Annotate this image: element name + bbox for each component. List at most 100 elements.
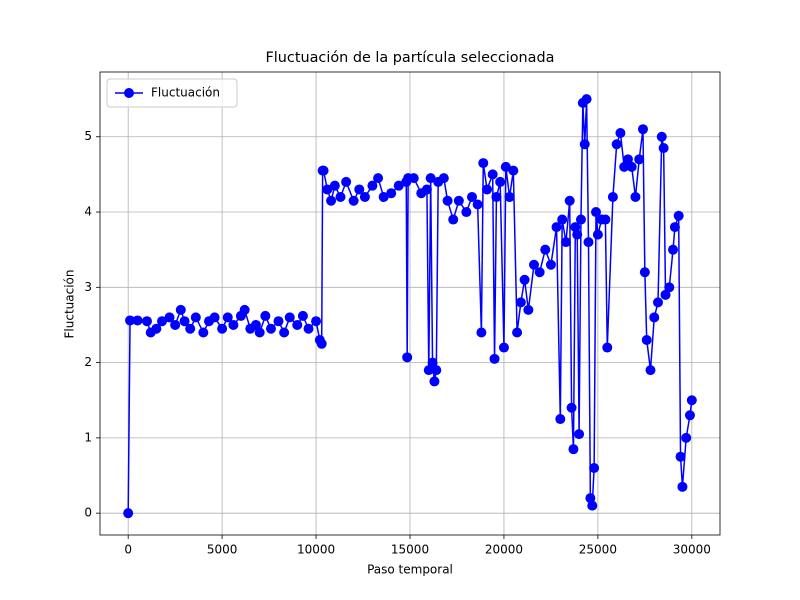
data-point <box>359 191 370 202</box>
data-point <box>265 323 276 334</box>
data-point <box>487 169 498 180</box>
data-point <box>284 312 295 323</box>
data-point <box>568 444 579 455</box>
data-point <box>472 199 483 210</box>
y-tick-label: 4 <box>84 205 92 219</box>
data-point <box>476 327 487 338</box>
data-point <box>151 323 162 334</box>
data-point <box>630 191 641 202</box>
data-point <box>587 500 598 511</box>
data-point <box>354 184 365 195</box>
data-point <box>673 210 684 221</box>
data-point <box>341 176 352 187</box>
data-point <box>254 327 265 338</box>
data-point <box>545 259 556 270</box>
data-point <box>425 173 436 184</box>
data-point <box>335 191 346 202</box>
data-point <box>555 414 566 425</box>
data-point <box>523 304 534 315</box>
data-point <box>649 312 660 323</box>
data-point <box>393 180 404 191</box>
data-point <box>607 191 618 202</box>
data-point <box>498 342 509 353</box>
data-point <box>656 131 667 142</box>
data-point <box>491 191 502 202</box>
x-tick-label: 15000 <box>391 543 429 557</box>
data-point <box>431 365 442 376</box>
data-point <box>378 191 389 202</box>
data-point <box>570 222 581 233</box>
x-tick-label: 10000 <box>297 543 335 557</box>
data-point <box>228 319 239 330</box>
data-point <box>489 353 500 364</box>
data-point <box>408 173 419 184</box>
data-point <box>448 214 459 225</box>
data-point <box>292 319 303 330</box>
data-point <box>217 323 228 334</box>
data-point <box>504 191 515 202</box>
legend-box <box>106 78 238 108</box>
data-point <box>478 158 489 169</box>
data-point <box>681 432 692 443</box>
data-point <box>677 481 688 492</box>
data-point <box>386 188 397 199</box>
data-point <box>668 244 679 255</box>
data-point <box>164 312 175 323</box>
data-point <box>591 207 601 218</box>
data-point <box>572 229 583 240</box>
data-point <box>529 259 539 270</box>
data-point <box>367 180 378 191</box>
data-point <box>495 176 506 187</box>
data-point <box>348 195 359 206</box>
data-point <box>634 154 645 165</box>
data-point <box>626 161 637 172</box>
y-axis-label: Fluctuación <box>63 270 77 339</box>
data-point <box>273 316 284 327</box>
data-point <box>402 352 413 363</box>
x-tick-label: 25000 <box>579 543 617 557</box>
data-point <box>551 222 562 233</box>
data-point <box>622 154 633 165</box>
data-point <box>132 315 143 326</box>
data-point <box>585 493 596 504</box>
data-point <box>442 195 453 206</box>
data-point <box>222 312 233 323</box>
data-point <box>641 335 652 346</box>
data-point <box>175 304 186 315</box>
x-axis-label: Paso temporal <box>367 563 453 577</box>
data-point <box>125 315 136 326</box>
data-point <box>141 316 152 327</box>
data-point <box>373 173 384 184</box>
data-point <box>311 316 322 327</box>
data-point <box>427 357 438 368</box>
data-point <box>421 184 432 195</box>
data-point <box>423 365 434 376</box>
data-point <box>512 327 523 338</box>
chart-title: Fluctuación de la partícula seleccionada <box>266 50 555 66</box>
x-tick-label: 20000 <box>485 543 523 557</box>
data-point <box>534 267 545 278</box>
data-point <box>157 316 167 327</box>
y-tick-label: 5 <box>84 129 92 143</box>
data-point <box>540 244 551 255</box>
data-point <box>669 222 680 233</box>
data-point <box>645 365 656 376</box>
data-point <box>575 214 586 225</box>
data-point <box>508 165 519 176</box>
data-point <box>438 173 449 184</box>
data-point <box>453 195 464 206</box>
data-point <box>179 316 190 327</box>
x-tick-label: 5000 <box>207 543 238 557</box>
plot-frame <box>99 71 721 536</box>
data-point <box>675 451 686 462</box>
data-point <box>660 289 671 300</box>
data-point <box>297 310 308 321</box>
data-point <box>467 191 477 202</box>
data-point <box>600 214 611 225</box>
y-tick-label: 1 <box>84 430 92 444</box>
data-point <box>329 180 340 191</box>
data-point <box>190 312 201 323</box>
data-point <box>583 237 594 248</box>
